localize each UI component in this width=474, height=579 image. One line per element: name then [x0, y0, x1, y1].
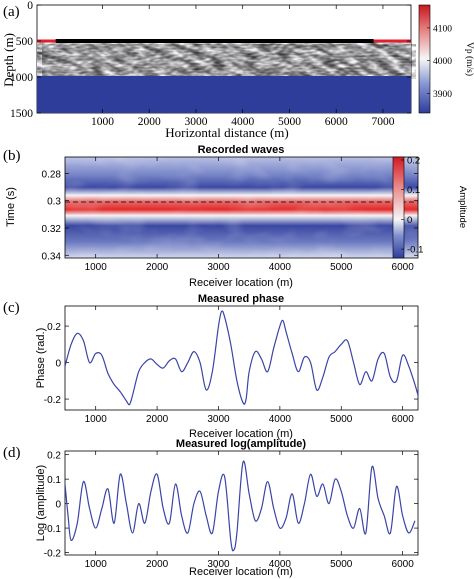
panel-c-xtick-label: 1000 [85, 414, 108, 425]
panel-b-xtick-label: 2000 [146, 262, 169, 273]
panel-d-letter: (d) [3, 445, 21, 461]
panel-d-xtick-label: 6000 [392, 559, 415, 570]
panel-d-title: Measured log(amplitude) [176, 438, 307, 450]
panel-d-log-amplitude-series-line [65, 460, 416, 552]
panel-a-colorbar-tick-label: 4000 [433, 57, 452, 67]
panel-d-xtick-label: 2000 [146, 559, 169, 570]
panel-c-ytick-label: -0.2 [44, 395, 62, 406]
panel-a-xtick-label: 4000 [231, 116, 254, 128]
panel-c-ytick-label: 0 [55, 359, 61, 370]
panel-a-ytick-label: 0 [27, 0, 33, 12]
panel-d-measured-log-amplitude: (d) Measured log(amplitude) 1000 2000 3000… [3, 438, 419, 578]
panel-c-xtick-label: 2000 [146, 414, 169, 425]
panel-c-xtick-label: 6000 [392, 414, 415, 425]
panel-a-xtick-label: 5000 [278, 116, 301, 128]
panel-c-xtick-label: 4000 [269, 414, 292, 425]
panel-a-velocity-model: (a) 1000 2000 3000 4000 5000 6000 7000 0 500 100… [1, 0, 474, 140]
panel-a-colorbar-tick-label: 3900 [433, 90, 452, 100]
panel-c-xtick-label: 5000 [330, 414, 353, 425]
panel-b-recorded-waves: (b) Recorded waves 1000 2000 3000 4000 5000 6… [3, 144, 468, 289]
panel-d-ytick-label: 0.2 [47, 451, 61, 462]
panel-b-colorbar-label: Amplitude [457, 186, 468, 228]
panel-a-ytick-label: 1000 [10, 72, 33, 84]
panel-a-perturbed-layer [37, 41, 416, 79]
panel-a-colorbar-tick-label: 4100 [433, 24, 452, 34]
panel-a-bottom-layer [37, 76, 411, 113]
panel-b-xtick-label: 5000 [330, 262, 353, 273]
panel-d-ytick-label: 0 [55, 500, 61, 511]
panel-a-xlabel: Horizontal distance (m) [165, 125, 288, 140]
panel-b-title: Recorded waves [198, 144, 285, 156]
panel-c-xtick-label: 3000 [207, 414, 230, 425]
panel-b-xtick-label: 6000 [392, 262, 415, 273]
panel-d-ytick-label: -0.1 [44, 524, 62, 535]
panel-a-xtick-label: 1000 [91, 116, 114, 128]
panel-d-xlabel: Receiver location (m) [189, 566, 293, 578]
panel-a-letter: (a) [3, 4, 20, 20]
panel-a-ytick-label: 1500 [10, 108, 33, 120]
panel-d-xtick-label: 3000 [207, 559, 230, 570]
panel-b-ytick-label: 0.32 [42, 224, 62, 235]
panel-a-xtick-label: 2000 [138, 116, 161, 128]
panel-b-colorbar-tick-label: 0.2 [407, 155, 420, 166]
panel-b-colorbar-tick-label: -0.1 [407, 245, 423, 256]
panel-b-colorbar [392, 156, 405, 259]
panel-c-ytick-label: 0.2 [47, 322, 61, 333]
panel-a-ylabel: Depth (m) [1, 33, 16, 87]
panel-a-xtick-label: 6000 [325, 116, 348, 128]
panel-b-xlabel: Receiver location (m) [189, 277, 293, 289]
panel-b-xtick-label: 4000 [269, 262, 292, 273]
panel-d-ylabel: Log (amplitude) [35, 465, 47, 541]
panel-b-letter: (b) [3, 148, 21, 164]
panel-a-ytick-label: 500 [16, 36, 34, 48]
panel-d-ytick-label: 0.1 [47, 475, 61, 486]
panel-c-plot-frame [64, 305, 419, 411]
panel-d-ytick-label: -0.2 [44, 549, 62, 560]
panel-b-ytick-label: 0.3 [47, 197, 61, 208]
panel-b-ytick-label: 0.34 [42, 251, 62, 262]
panel-b-colorbar-tick-label: 0.1 [407, 185, 420, 196]
panel-b-ylabel: Time (s) [5, 187, 17, 227]
panel-d-xtick-label: 1000 [85, 559, 108, 570]
panel-c-measured-phase: (c) Measured phase 1000 2000 3000 4000 5000 6… [3, 293, 419, 440]
panel-d-xtick-label: 4000 [269, 559, 292, 570]
panel-b-plot-frame [64, 156, 419, 259]
panel-b-wavefield-texture [65, 157, 418, 258]
panel-c-xlabel: Receiver location (m) [189, 428, 293, 440]
panel-d-xtick-label: 5000 [330, 559, 353, 570]
panel-a-colorbar [418, 4, 431, 114]
panel-d-plot-frame [64, 450, 419, 556]
panel-b-xtick-label: 1000 [85, 262, 108, 273]
panel-b-ytick-label: 0.28 [42, 169, 62, 180]
panel-c-letter: (c) [3, 300, 20, 316]
panel-a-xtick-label: 7000 [371, 116, 394, 128]
panel-b-colorbar-tick-label: 0 [407, 215, 412, 226]
panel-b-xtick-label: 3000 [207, 262, 230, 273]
panel-a-xtick-label: 3000 [184, 116, 207, 128]
panel-c-ylabel: Phase (rad.) [35, 328, 47, 389]
panel-c-phase-series-line [65, 310, 418, 406]
panel-c-title: Measured phase [198, 293, 284, 305]
panel-a-colorbar-label: Vp (m/s) [464, 42, 474, 76]
